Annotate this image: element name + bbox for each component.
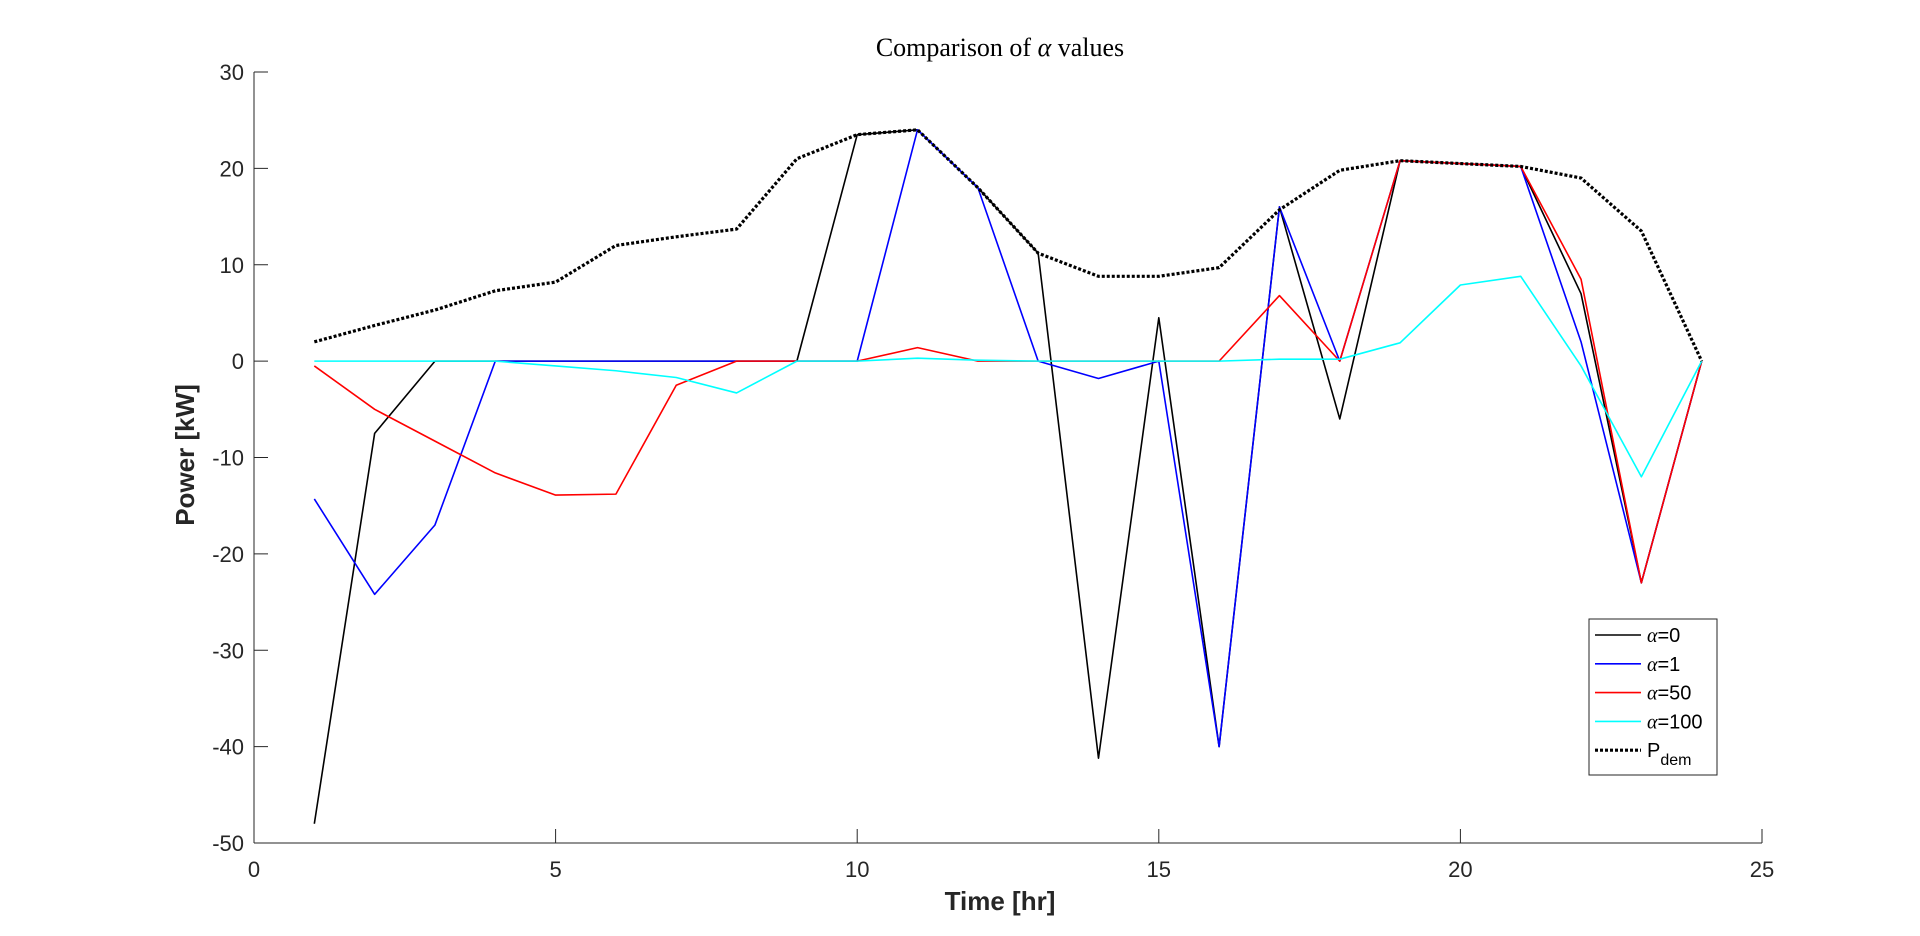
legend-name: =0 (1658, 625, 1681, 647)
x-tick-label: 10 (845, 857, 869, 882)
legend-name: =1 (1658, 654, 1681, 676)
x-axis-label: Time [hr] (945, 886, 1056, 916)
chart-title-symbol: α (1038, 33, 1053, 62)
legend-name: P (1647, 740, 1660, 762)
y-axis-label: Power [kW] (170, 384, 200, 526)
y-tick-label: -10 (212, 446, 244, 471)
series-line-2 (313, 159, 1703, 584)
y-tick-label: 0 (232, 349, 244, 374)
x-tick-label: 5 (549, 857, 561, 882)
y-tick-label: -30 (212, 638, 244, 663)
series-line-1 (313, 129, 1703, 748)
series-line-0 (313, 129, 1703, 824)
y-tick-label: -40 (212, 735, 244, 760)
x-tick-label: 20 (1448, 857, 1472, 882)
y-tick-label: 10 (220, 253, 244, 278)
legend-label: α=100 (1647, 711, 1703, 733)
legend-name: =50 (1658, 683, 1692, 705)
y-tick-label: 20 (220, 156, 244, 181)
legend-label: α=50 (1647, 683, 1691, 705)
legend-symbol: α (1647, 711, 1658, 733)
x-tick-label: 0 (248, 857, 260, 882)
series-layer (313, 128, 1704, 824)
chart-title-prefix: Comparison of (876, 33, 1032, 62)
legend-symbol: α (1647, 625, 1658, 647)
legend-symbol: α (1647, 683, 1658, 705)
chart-title-suffix: values (1058, 33, 1124, 62)
series-line-3 (314, 275, 1703, 478)
x-tick-label: 25 (1750, 857, 1774, 882)
legend-label: Pdem (1647, 740, 1691, 769)
legend-label: α=1 (1647, 654, 1680, 676)
series-line-4 (313, 128, 1704, 362)
chart-title: Comparison of α values (876, 33, 1124, 62)
y-tick-label: -50 (212, 831, 244, 856)
y-tick-label: 30 (220, 60, 244, 85)
legend-box (1588, 618, 1718, 776)
legend-subscript: dem (1660, 752, 1691, 769)
legend-symbol: α (1647, 654, 1658, 676)
y-tick-label: -20 (212, 542, 244, 567)
axes: 0 5 10 15 20 25 -50 -40 -30 -20 -10 0 10 20 30 (212, 60, 1774, 882)
legend-name: =100 (1658, 711, 1703, 733)
legend-label: α=0 (1647, 625, 1680, 647)
x-tick-label: 15 (1147, 857, 1171, 882)
